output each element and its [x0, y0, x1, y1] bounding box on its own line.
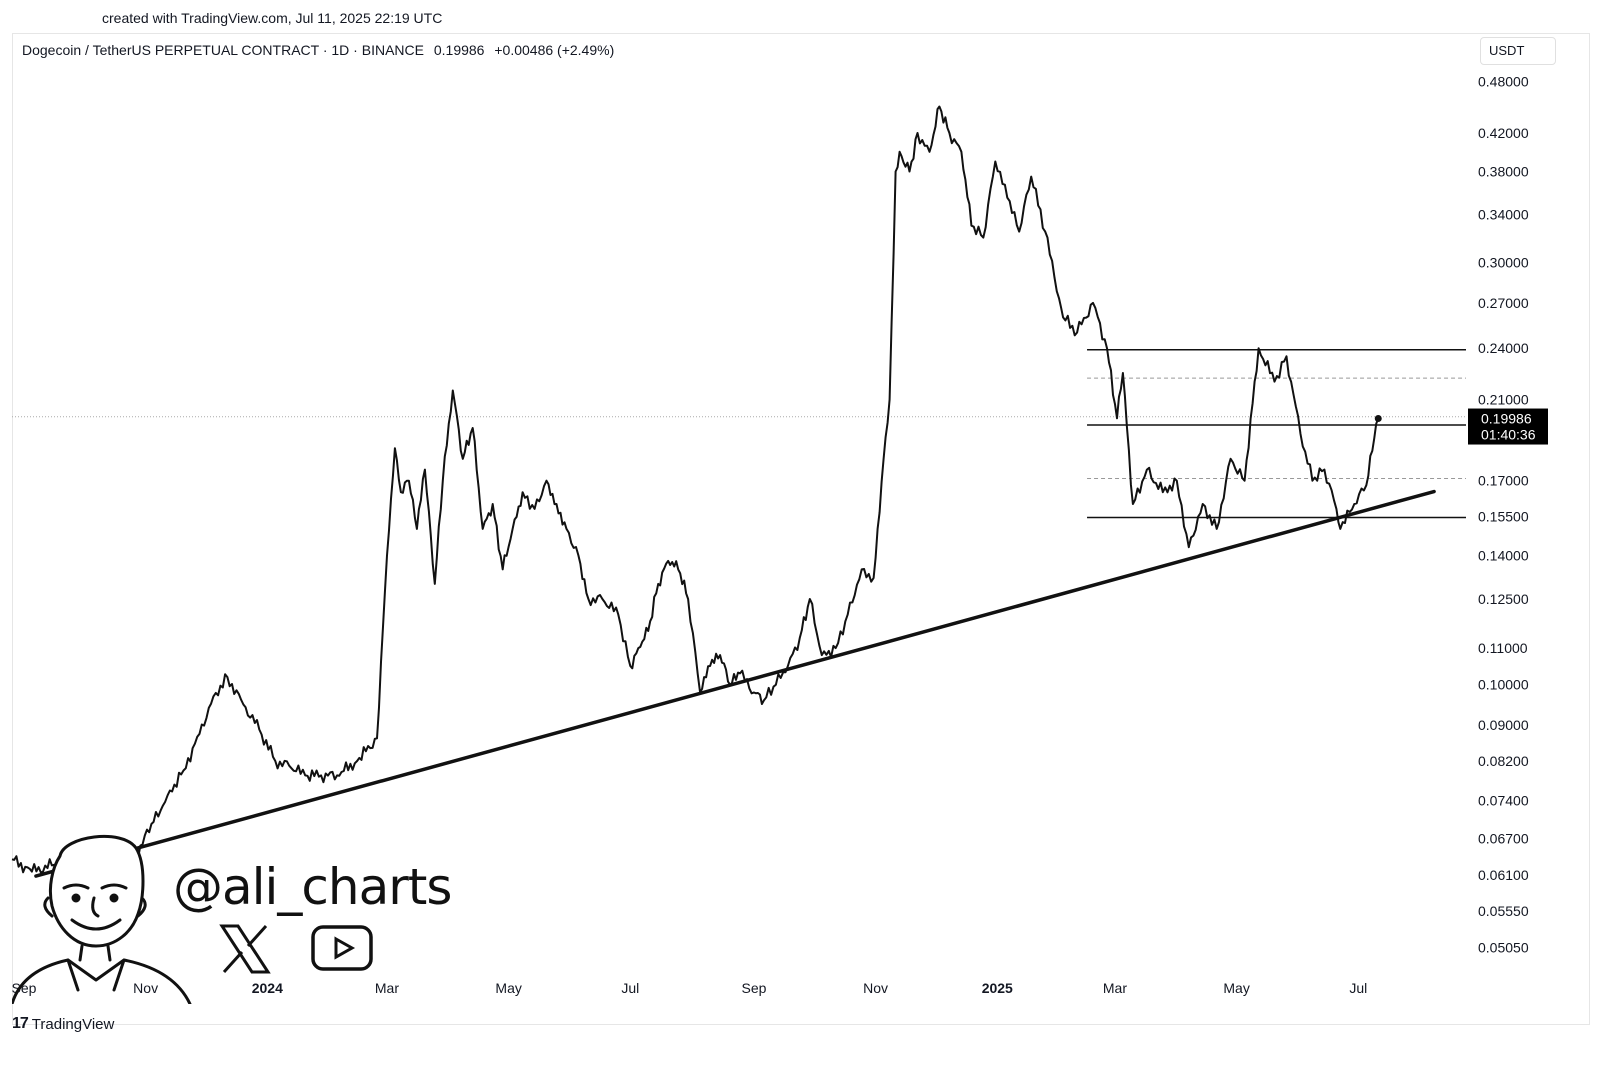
- symbol-legend[interactable]: Dogecoin / TetherUS PERPETUAL CONTRACT ·…: [22, 42, 620, 58]
- price-label-countdown: 01:40:36: [1481, 427, 1536, 443]
- y-tick-label: 0.34000: [1478, 206, 1529, 222]
- price-label-box: [1468, 408, 1548, 445]
- price-change: +0.00486 (+2.49%): [494, 42, 615, 58]
- y-tick-label: 0.12500: [1478, 591, 1529, 607]
- x-tick-label: 2025: [982, 980, 1013, 996]
- x-tick-label: Sep: [741, 980, 766, 996]
- y-tick-label: 0.15500: [1478, 508, 1529, 524]
- y-tick-label: 0.10000: [1478, 677, 1529, 693]
- x-tick-label: Nov: [863, 980, 888, 996]
- x-tick-label: Jul: [1349, 980, 1367, 996]
- tradingview-brand[interactable]: 17 TradingView: [12, 1015, 114, 1033]
- x-tick-label: May: [495, 980, 521, 996]
- y-tick-label: 0.05050: [1478, 939, 1529, 955]
- y-tick-label: 0.24000: [1478, 340, 1529, 356]
- price-line: [11, 105, 1380, 887]
- x-tick-label: Mar: [375, 980, 399, 996]
- watermark-handle: @ali_charts: [173, 858, 452, 916]
- symbol-name: Dogecoin / TetherUS PERPETUAL CONTRACT ·…: [22, 42, 424, 58]
- x-tick-label: May: [1223, 980, 1249, 996]
- last-price: 0.19986: [433, 42, 485, 58]
- y-tick-label: 0.07400: [1478, 792, 1529, 808]
- y-tick-label: 0.27000: [1478, 295, 1529, 311]
- price-label-value: 0.19986: [1481, 411, 1532, 427]
- y-tick-label: 0.42000: [1478, 125, 1529, 141]
- currency-label: USDT: [1489, 43, 1525, 58]
- y-tick-label: 0.21000: [1478, 392, 1529, 408]
- y-tick-label: 0.06100: [1478, 867, 1529, 883]
- y-tick-label: 0.05550: [1478, 903, 1529, 919]
- last-price-dot: [1374, 415, 1382, 423]
- chart-credit: created with TradingView.com, Jul 11, 20…: [102, 10, 443, 26]
- x-tick-label: 2024: [252, 980, 283, 996]
- y-tick-label: 0.17000: [1478, 473, 1529, 489]
- y-tick-label: 0.08200: [1478, 753, 1529, 769]
- y-tick-label: 0.14000: [1478, 547, 1529, 563]
- y-tick-label: 0.09000: [1478, 717, 1529, 733]
- brand-label: TradingView: [31, 1015, 115, 1033]
- y-tick-label: 0.48000: [1478, 74, 1529, 90]
- x-tick-label: Nov: [133, 980, 158, 996]
- y-tick-label: 0.38000: [1478, 164, 1529, 180]
- x-icon[interactable]: [218, 924, 272, 974]
- ascending-trendline: [34, 489, 1436, 878]
- chart-frame: [12, 33, 1590, 1025]
- tradingview-logo-icon: 17: [12, 1015, 29, 1032]
- y-tick-label: 0.11000: [1478, 640, 1528, 656]
- x-tick-label: Jul: [621, 980, 639, 996]
- y-tick-label: 0.06700: [1478, 831, 1529, 847]
- avatar: [12, 835, 192, 1004]
- x-tick-label: Mar: [1103, 980, 1127, 996]
- y-tick-label: 0.30000: [1478, 254, 1529, 270]
- currency-selector[interactable]: USDT: [1480, 37, 1556, 65]
- youtube-play-icon[interactable]: [310, 924, 374, 972]
